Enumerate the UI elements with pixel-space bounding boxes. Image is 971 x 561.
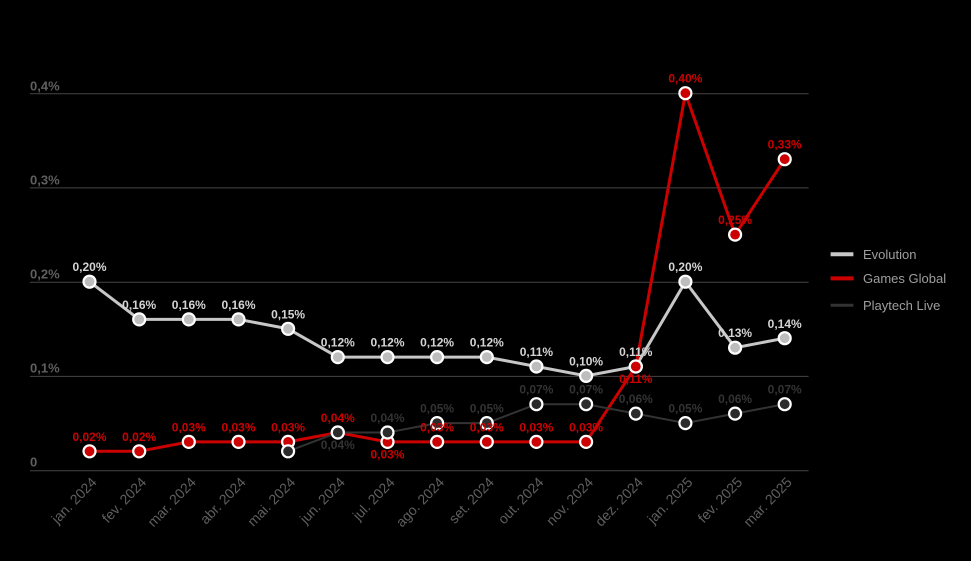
svg-text:0,25%: 0,25%: [718, 213, 752, 227]
svg-text:0,03%: 0,03%: [470, 420, 504, 434]
svg-text:0,12%: 0,12%: [321, 336, 355, 350]
svg-text:0,04%: 0,04%: [370, 411, 404, 425]
svg-text:0,03%: 0,03%: [271, 420, 305, 434]
svg-text:0,07%: 0,07%: [519, 383, 553, 397]
svg-text:0,15%: 0,15%: [271, 307, 305, 321]
svg-text:0,12%: 0,12%: [420, 336, 454, 350]
svg-text:0,05%: 0,05%: [668, 402, 702, 416]
svg-text:0,07%: 0,07%: [768, 383, 802, 397]
svg-text:0,11%: 0,11%: [619, 345, 653, 359]
svg-text:0,40%: 0,40%: [668, 72, 702, 86]
svg-text:Playtech Live: Playtech Live: [863, 298, 940, 313]
svg-text:0,14%: 0,14%: [768, 317, 802, 331]
svg-text:0: 0: [30, 455, 37, 470]
svg-text:0,20%: 0,20%: [72, 260, 106, 274]
svg-text:0,03%: 0,03%: [519, 420, 553, 434]
svg-text:0,04%: 0,04%: [321, 438, 355, 452]
svg-text:0,13%: 0,13%: [718, 326, 752, 340]
svg-text:0,12%: 0,12%: [470, 336, 504, 350]
svg-text:0,16%: 0,16%: [172, 298, 206, 312]
svg-text:0,07%: 0,07%: [569, 383, 603, 397]
svg-text:0,02%: 0,02%: [122, 430, 156, 444]
svg-text:0,03%: 0,03%: [420, 420, 454, 434]
svg-text:0,04%: 0,04%: [321, 411, 355, 425]
svg-text:0,11%: 0,11%: [520, 345, 554, 359]
svg-text:0,03%: 0,03%: [172, 420, 206, 434]
svg-text:0,02%: 0,02%: [72, 430, 106, 444]
svg-text:0,20%: 0,20%: [668, 260, 702, 274]
svg-text:0,16%: 0,16%: [122, 298, 156, 312]
svg-text:0,05%: 0,05%: [470, 402, 504, 416]
svg-text:0,16%: 0,16%: [221, 298, 255, 312]
svg-text:0,03%: 0,03%: [569, 420, 603, 434]
svg-text:0,06%: 0,06%: [619, 392, 653, 406]
svg-text:Games Global: Games Global: [863, 271, 946, 286]
svg-text:0,12%: 0,12%: [370, 336, 404, 350]
svg-text:0,33%: 0,33%: [768, 138, 802, 152]
svg-text:0,10%: 0,10%: [569, 354, 603, 368]
svg-text:0,11%: 0,11%: [619, 372, 653, 386]
svg-text:0,2%: 0,2%: [30, 267, 60, 282]
svg-text:0,06%: 0,06%: [718, 392, 752, 406]
svg-text:0,03%: 0,03%: [370, 447, 404, 461]
svg-text:0,1%: 0,1%: [30, 361, 60, 376]
svg-text:Evolution: Evolution: [863, 247, 916, 262]
svg-text:0,03%: 0,03%: [221, 420, 255, 434]
svg-text:0,3%: 0,3%: [30, 173, 60, 188]
svg-text:0,05%: 0,05%: [420, 402, 454, 416]
svg-text:0,4%: 0,4%: [30, 79, 60, 94]
